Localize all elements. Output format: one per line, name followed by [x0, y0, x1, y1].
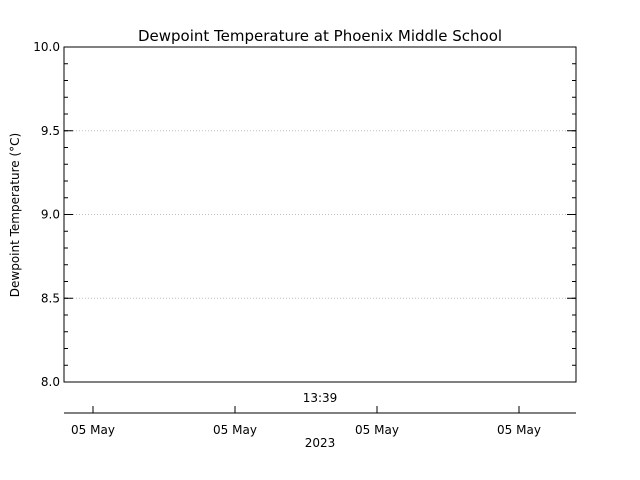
- x-date-label: 05 May: [497, 423, 541, 437]
- x-date-ticks: 05 May 05 May 05 May 05 May: [71, 406, 541, 437]
- x-axis-label: 2023: [305, 436, 336, 450]
- x-time-label: 13:39: [303, 391, 338, 405]
- x-date-label: 05 May: [213, 423, 257, 437]
- y-tick-label: 9.5: [41, 124, 60, 138]
- y-tick-label: 9.0: [41, 208, 60, 222]
- y-tick-label: 8.0: [41, 375, 60, 389]
- x-date-label: 05 May: [355, 423, 399, 437]
- y-tick-labels: 8.0 8.5 9.0 9.5 10.0: [33, 40, 60, 389]
- y-tick-label: 10.0: [33, 40, 60, 54]
- x-date-label: 05 May: [71, 423, 115, 437]
- grid-lines: [64, 130, 576, 299]
- y-tick-label: 8.5: [41, 291, 60, 305]
- chart-title: Dewpoint Temperature at Phoenix Middle S…: [138, 27, 502, 45]
- y-axis-label: Dewpoint Temperature (°C): [8, 133, 22, 297]
- plot-frame: [63, 46, 577, 383]
